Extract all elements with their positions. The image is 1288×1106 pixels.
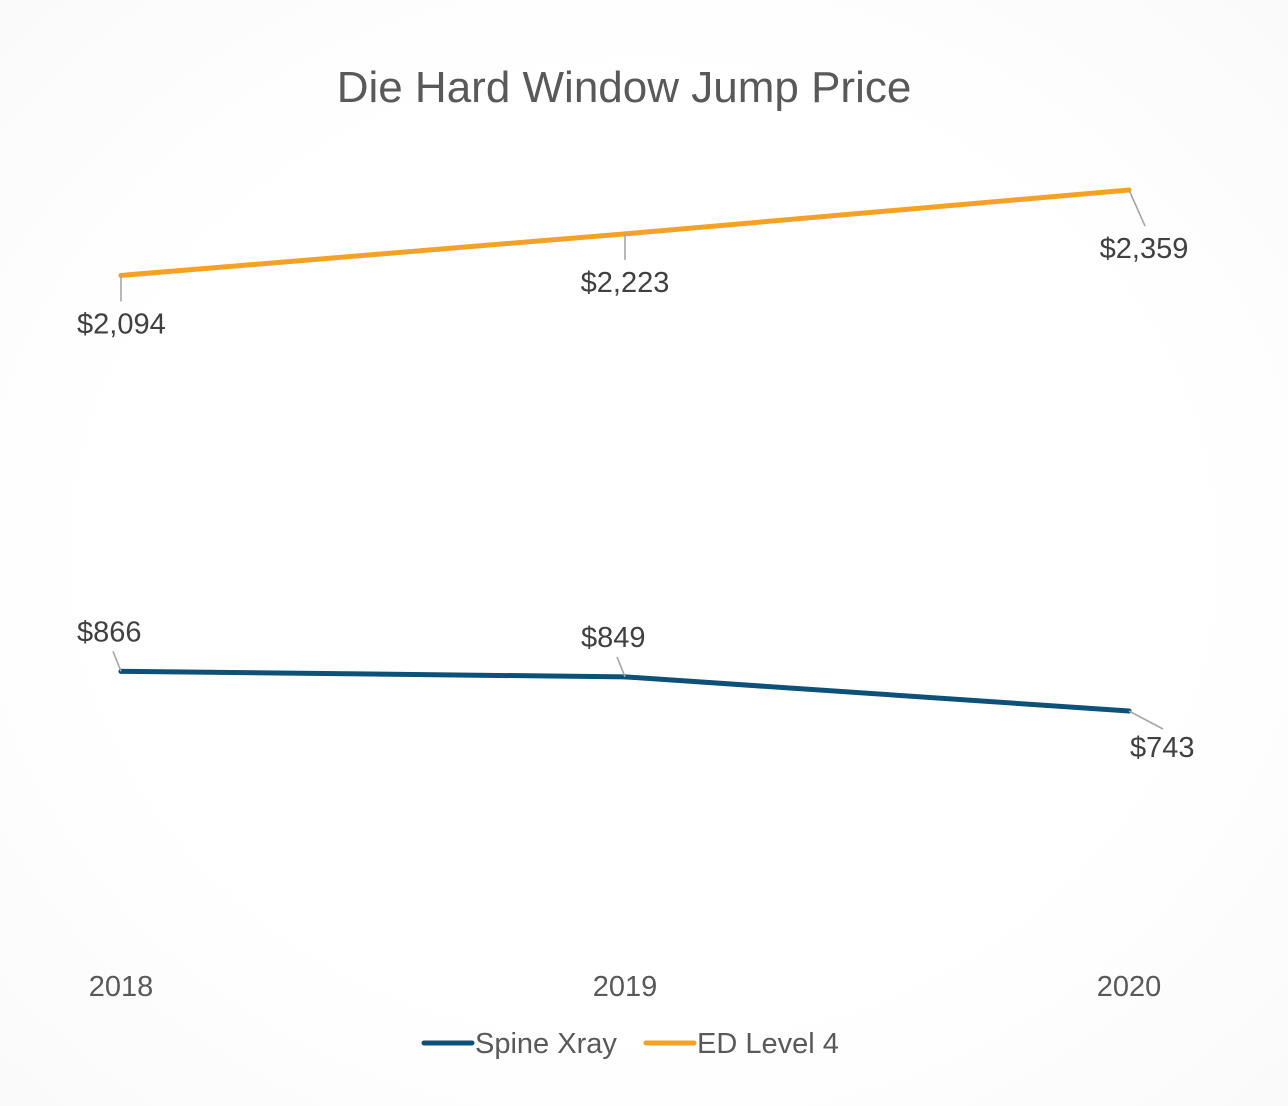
x-tick-label-2: 2020 — [1097, 971, 1162, 1003]
leader-line-1-2 — [1128, 189, 1146, 227]
leader-line-0-1 — [616, 656, 626, 678]
leader-line-0-0 — [112, 651, 122, 672]
leader-line-0-2 — [1128, 710, 1164, 730]
x-axis: 2018 2019 2020 — [89, 971, 1162, 1003]
data-label-0-0: $866 — [77, 616, 142, 648]
data-label-layer: $866 $849 $743 $2,094 $2,223 $2,359 — [77, 189, 1195, 764]
x-tick-label-0: 2018 — [89, 971, 154, 1003]
data-label-0-1: $849 — [581, 622, 646, 654]
legend-label-0: Spine Xray — [475, 1028, 617, 1060]
data-label-1-2: $2,359 — [1100, 233, 1189, 265]
data-label-1-0: $2,094 — [77, 308, 166, 340]
legend: Spine Xray ED Level 4 — [421, 1028, 839, 1060]
chart-title: Die Hard Window Jump Price — [337, 63, 912, 112]
x-tick-label-1: 2019 — [593, 971, 658, 1003]
legend-label-1: ED Level 4 — [697, 1028, 839, 1060]
data-label-0-2: $743 — [1130, 732, 1195, 764]
data-label-1-1: $2,223 — [581, 267, 670, 299]
